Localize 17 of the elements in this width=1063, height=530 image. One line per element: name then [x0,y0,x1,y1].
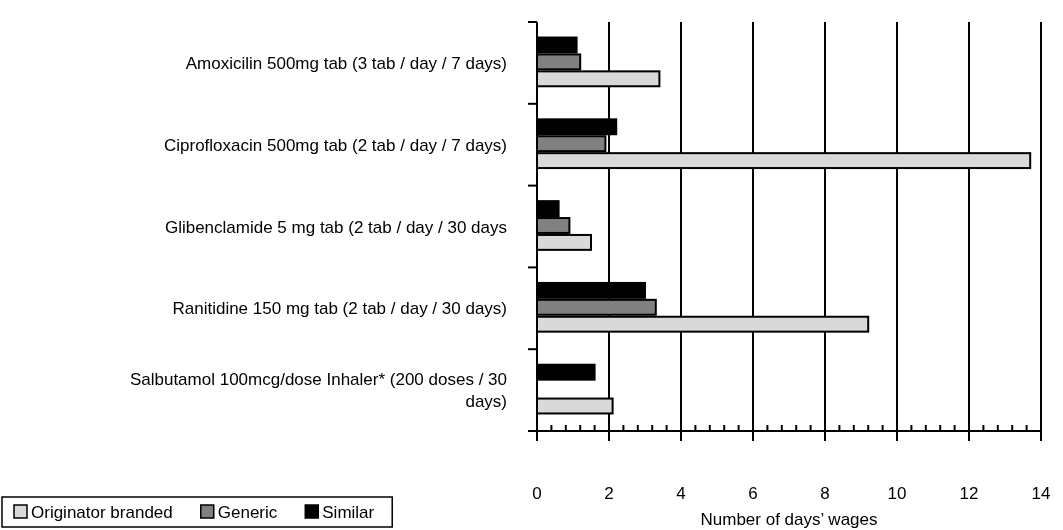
y-tick-label: Glibenclamide 5 mg tab (2 tab / day / 30 days [164,217,507,237]
y-tick-label: Ranitidine 150 mg tab (2 tab / day / 30 days) [172,299,507,319]
legend-label: Similar [322,503,375,522]
y-tick-label: Salbutamol 100mcg/dose Inhaler* (200 doses / 30 days) [129,370,507,412]
x-tick-label: 14 [1031,484,1051,503]
x-tick-label: 6 [748,484,758,503]
x-tick-label: 2 [604,484,614,503]
legend-label: Originator branded [31,503,173,522]
y-tick-label: Ciprofloxacin 500mg tab (2 tab / day / 7 days) [163,135,507,155]
x-tick-label: 10 [887,484,907,503]
x-tick-label: 4 [676,484,686,503]
legend-label: Generic [217,503,278,522]
x-tick-label: 12 [959,484,979,503]
y-tick-label: Amoxicilin 500mg tab (3 tab / day / 7 days) [185,53,507,73]
x-axis-title: Number of days’ wages [700,510,878,529]
x-tick-label: 0 [532,484,542,503]
x-tick-label: 8 [820,484,830,503]
